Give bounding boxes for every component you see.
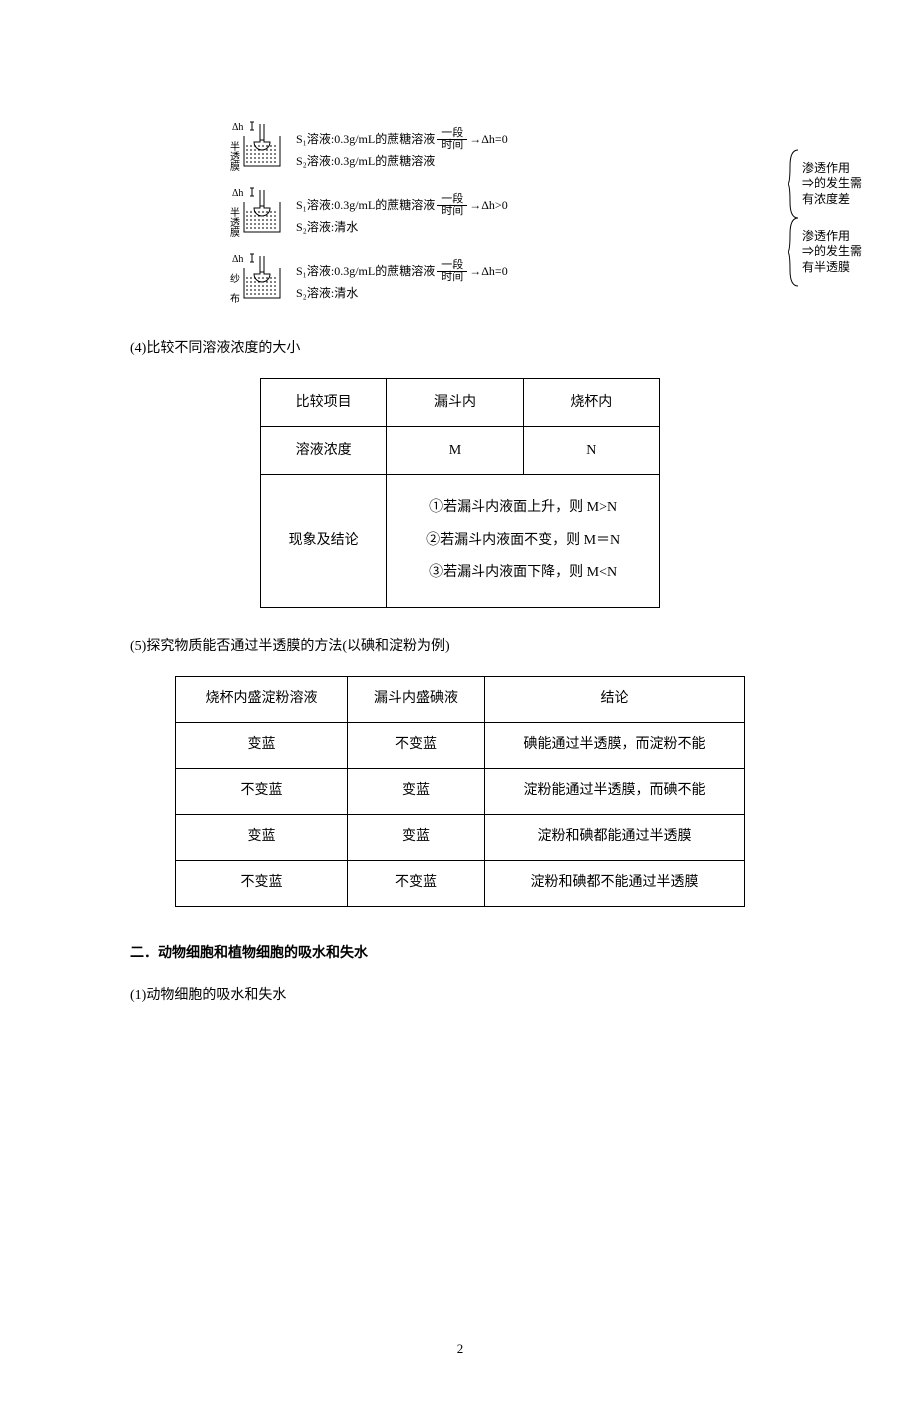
table-cell: 现象及结论 — [261, 475, 387, 607]
table-header: 结论 — [484, 676, 744, 722]
table-row: 变蓝 变蓝 淀粉和碘都能通过半透膜 — [176, 814, 745, 860]
beaker-icon: Δh 纱 布 — [230, 252, 292, 310]
beaker-icon: Δh 半 透 膜 — [230, 186, 292, 244]
s1-label: S₁溶液:0.3g/mL的蔗糖溶液 — [296, 262, 435, 281]
beaker-icon: Δh 半 透 膜 — [230, 120, 292, 178]
table-cell: M — [387, 427, 523, 475]
diagram-row-2: Δh 半 透 膜 S₁溶液:0.3g/mL的蔗糖溶液 一段时间 → Δh>0 — [230, 186, 790, 244]
table-header: 比较项目 — [261, 379, 387, 427]
subsection-1-heading: (1)动物细胞的吸水和失水 — [130, 985, 790, 1007]
table-cell: 碘能通过半透膜，而淀粉不能 — [484, 722, 744, 768]
s2-label: S₂溶液:清水 — [296, 218, 358, 237]
table-cell: 不变蓝 — [348, 860, 485, 906]
time-arrow-label: 一段 时间 — [437, 127, 467, 151]
concentration-comparison-table: 比较项目 漏斗内 烧杯内 溶液浓度 M N 现象及结论 ①若漏斗内液面上升，则 … — [260, 378, 660, 607]
table-cell: 不变蓝 — [176, 768, 348, 814]
s1-label: S₁溶液:0.3g/mL的蔗糖溶液 — [296, 196, 435, 215]
table-row: 变蓝 不变蓝 碘能通过半透膜，而淀粉不能 — [176, 722, 745, 768]
diagram-row-1: Δh 半 透 膜 S₁溶液:0.3g/mL的蔗糖溶液 一段 — [230, 120, 790, 178]
section-4-heading: (4)比较不同溶液浓度的大小 — [130, 338, 790, 360]
table-cell: 变蓝 — [348, 814, 485, 860]
table-row: 现象及结论 ①若漏斗内液面上升，则 M>N ②若漏斗内液面不变，则 M＝N ③若… — [261, 475, 660, 607]
s2-label: S₂溶液:清水 — [296, 284, 358, 303]
table-cell: 不变蓝 — [348, 722, 485, 768]
membrane-permeability-table: 烧杯内盛淀粉溶液 漏斗内盛碘液 结论 变蓝 不变蓝 碘能通过半透膜，而淀粉不能 … — [175, 676, 745, 907]
page-number: 2 — [0, 1339, 920, 1360]
table-header: 烧杯内盛淀粉溶液 — [176, 676, 348, 722]
s1-label: S₁溶液:0.3g/mL的蔗糖溶液 — [296, 130, 435, 149]
svg-text:Δh: Δh — [232, 254, 243, 265]
table-cell: 不变蓝 — [176, 860, 348, 906]
section-5-heading: (5)探究物质能否通过半透膜的方法(以碘和淀粉为例) — [130, 636, 790, 658]
table-cell: ①若漏斗内液面上升，则 M>N ②若漏斗内液面不变，则 M＝N ③若漏斗内液面下… — [387, 475, 660, 607]
result-label: Δh>0 — [481, 196, 507, 215]
table-cell: 溶液浓度 — [261, 427, 387, 475]
s2-label: S₂溶液:0.3g/mL的蔗糖溶液 — [296, 152, 435, 171]
table-header: 漏斗内盛碘液 — [348, 676, 485, 722]
table-cell: 淀粉和碘都不能通过半透膜 — [484, 860, 744, 906]
result-label: Δh=0 — [481, 130, 507, 149]
diagram-row-3: Δh 纱 布 S₁溶液:0.3g/mL的蔗糖溶液 一段时间 → Δh=0 — [230, 252, 790, 310]
svg-text:膜: 膜 — [230, 227, 240, 239]
table-row: 烧杯内盛淀粉溶液 漏斗内盛碘液 结论 — [176, 676, 745, 722]
table-cell: 变蓝 — [176, 814, 348, 860]
svg-text:Δh: Δh — [232, 188, 243, 199]
table-row: 不变蓝 变蓝 淀粉能通过半透膜，而碘不能 — [176, 768, 745, 814]
table-row: 不变蓝 不变蓝 淀粉和碘都不能通过半透膜 — [176, 860, 745, 906]
table-row: 溶液浓度 M N — [261, 427, 660, 475]
svg-text:纱: 纱 — [230, 273, 240, 285]
section-2-heading: 二．动物细胞和植物细胞的吸水和失水 — [130, 943, 790, 965]
delta-h-label: Δh — [232, 122, 243, 133]
table-cell: 淀粉和碘都能通过半透膜 — [484, 814, 744, 860]
table-cell: 变蓝 — [176, 722, 348, 768]
svg-text:布: 布 — [230, 293, 240, 305]
table-header: 烧杯内 — [523, 379, 659, 427]
annotation-concentration: 渗透作用 ⇒的发生需 有浓度差 — [788, 148, 862, 220]
table-cell: N — [523, 427, 659, 475]
table-cell: 变蓝 — [348, 768, 485, 814]
osmosis-diagram: Δh 半 透 膜 S₁溶液:0.3g/mL的蔗糖溶液 一段 — [230, 120, 790, 310]
table-row: 比较项目 漏斗内 烧杯内 — [261, 379, 660, 427]
table-header: 漏斗内 — [387, 379, 523, 427]
annotation-membrane: 渗透作用 ⇒的发生需 有半透膜 — [788, 216, 862, 288]
svg-text:膜: 膜 — [230, 161, 240, 173]
result-label: Δh=0 — [481, 262, 507, 281]
table-cell: 淀粉能通过半透膜，而碘不能 — [484, 768, 744, 814]
